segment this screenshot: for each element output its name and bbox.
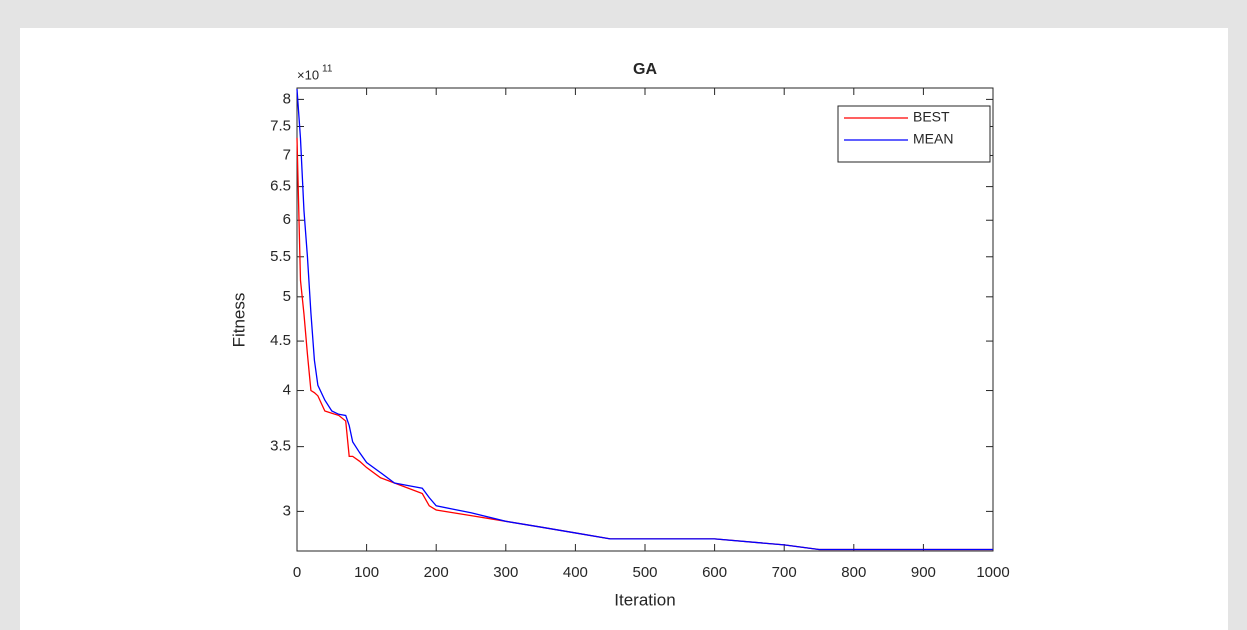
- x-tick-label: 100: [354, 564, 379, 581]
- y-tick-label: 4: [283, 382, 291, 399]
- y-tick-label: 8: [283, 90, 291, 107]
- y-tick-label: 3.5: [270, 438, 291, 455]
- y-tick-label: 5.5: [270, 248, 291, 265]
- y-axis-label: Fitness: [229, 293, 248, 348]
- chart: GA Iteration Fitness ×10 11 0 100 200 300 40…: [0, 0, 1247, 630]
- y-tick-label: 7: [283, 146, 291, 163]
- legend-label: BEST: [913, 109, 950, 125]
- y-tick-label: 6: [283, 211, 291, 228]
- y-tick-label: 7.5: [270, 117, 291, 134]
- x-tick-label: 300: [493, 564, 518, 581]
- x-tick-label: 200: [424, 564, 449, 581]
- x-tick-label: 400: [563, 564, 588, 581]
- x-axis-label: Iteration: [614, 590, 675, 609]
- x-tick-label: 600: [702, 564, 727, 581]
- x-tick-label: 800: [841, 564, 866, 581]
- x-tick-label: 500: [632, 564, 657, 581]
- x-tick-label: 0: [293, 564, 301, 581]
- y-multiplier-exponent: 11: [322, 64, 333, 75]
- y-tick-label: 6.5: [270, 178, 291, 195]
- legend-label: MEAN: [913, 131, 953, 147]
- chart-title: GA: [633, 61, 657, 78]
- y-multiplier-base: ×10: [297, 67, 319, 82]
- x-tick-label: 900: [911, 564, 936, 581]
- x-tick-label: 1000: [976, 564, 1009, 581]
- x-tick-label: 700: [772, 564, 797, 581]
- page: {"chart_data": {"type": "line", "title":…: [0, 0, 1247, 630]
- y-tick-label: 5: [283, 288, 291, 305]
- y-tick-label: 3: [283, 502, 291, 519]
- y-tick-label: 4.5: [270, 332, 291, 349]
